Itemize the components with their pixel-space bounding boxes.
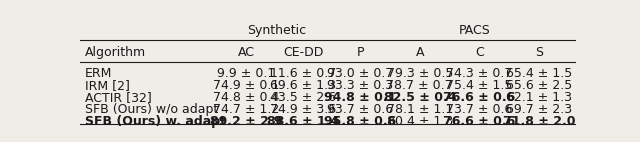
Text: 65.4 ± 1.5: 65.4 ± 1.5 [506, 67, 572, 80]
Text: SFB (Ours) w/o adapt: SFB (Ours) w/o adapt [85, 103, 218, 116]
Text: S: S [535, 46, 543, 59]
Text: Synthetic: Synthetic [247, 24, 307, 37]
Text: 79.3 ± 0.5: 79.3 ± 0.5 [387, 67, 453, 80]
Text: 94.8 ± 0.1: 94.8 ± 0.1 [324, 91, 396, 104]
Text: SFB (Ours) w. adapt: SFB (Ours) w. adapt [85, 115, 226, 128]
Text: 9.9 ± 0.1: 9.9 ± 0.1 [217, 67, 275, 80]
Text: 78.7 ± 0.7: 78.7 ± 0.7 [387, 79, 453, 92]
Text: 65.6 ± 2.5: 65.6 ± 2.5 [506, 79, 572, 92]
Text: 93.7 ± 0.6: 93.7 ± 0.6 [327, 103, 394, 116]
Text: ACTIR [32]: ACTIR [32] [85, 91, 152, 104]
Text: CE-DD: CE-DD [283, 46, 323, 59]
Text: 62.1 ± 1.3: 62.1 ± 1.3 [506, 91, 572, 104]
Text: 73.7 ± 0.6: 73.7 ± 0.6 [446, 103, 513, 116]
Text: 71.8 ± 2.0: 71.8 ± 2.0 [502, 115, 575, 128]
Text: 74.3 ± 0.7: 74.3 ± 0.7 [446, 67, 513, 80]
Text: 80.4 ± 1.3: 80.4 ± 1.3 [387, 115, 453, 128]
Text: 78.1 ± 1.1: 78.1 ± 1.1 [387, 103, 453, 116]
Text: AC: AC [237, 46, 255, 59]
Text: 88.6 ± 1.4: 88.6 ± 1.4 [267, 115, 339, 128]
Text: P: P [356, 46, 364, 59]
Text: ERM: ERM [85, 67, 113, 80]
Text: 93.0 ± 0.7: 93.0 ± 0.7 [327, 67, 394, 80]
Text: A: A [415, 46, 424, 59]
Text: PACS: PACS [458, 24, 490, 37]
Text: 69.7 ± 2.3: 69.7 ± 2.3 [506, 103, 572, 116]
Text: 74.7 ± 1.2: 74.7 ± 1.2 [213, 103, 279, 116]
Text: 95.8 ± 0.6: 95.8 ± 0.6 [324, 115, 396, 128]
Text: 75.4 ± 1.5: 75.4 ± 1.5 [446, 79, 513, 92]
Text: 76.6 ± 0.6: 76.6 ± 0.6 [443, 115, 515, 128]
Text: IRM [2]: IRM [2] [85, 79, 130, 92]
Text: 74.9 ± 0.1: 74.9 ± 0.1 [213, 79, 279, 92]
Text: 74.9 ± 3.6: 74.9 ± 3.6 [270, 103, 336, 116]
Text: Algorithm: Algorithm [85, 46, 146, 59]
Text: C: C [475, 46, 484, 59]
Text: 43.5 ± 2.6: 43.5 ± 2.6 [270, 91, 336, 104]
Text: 76.6 ± 0.6: 76.6 ± 0.6 [443, 91, 515, 104]
Text: 82.5 ± 0.4: 82.5 ± 0.4 [383, 91, 456, 104]
Text: 93.3 ± 0.3: 93.3 ± 0.3 [327, 79, 394, 92]
Text: 11.6 ± 0.7: 11.6 ± 0.7 [270, 67, 337, 80]
Text: 74.8 ± 0.4: 74.8 ± 0.4 [213, 91, 279, 104]
Text: 89.2 ± 2.9: 89.2 ± 2.9 [210, 115, 282, 128]
Text: 69.6 ± 1.3: 69.6 ± 1.3 [270, 79, 336, 92]
